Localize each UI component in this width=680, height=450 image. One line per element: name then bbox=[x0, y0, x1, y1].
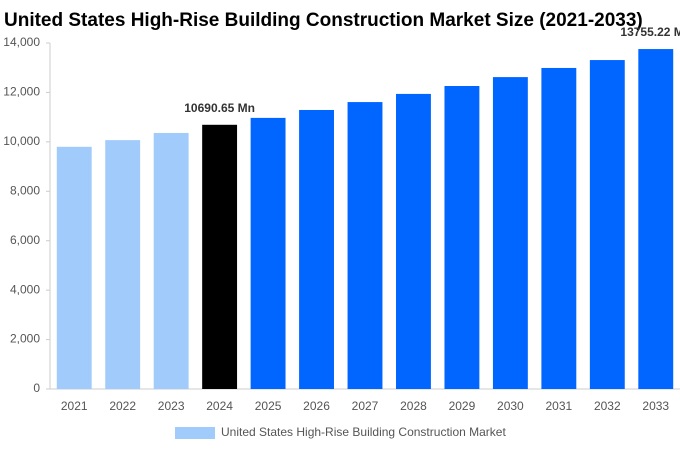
y-tick-label: 10,000 bbox=[3, 134, 40, 148]
bar bbox=[105, 140, 141, 389]
bar bbox=[396, 93, 431, 389]
data-label: 10690.65 Mn bbox=[184, 101, 255, 115]
bar bbox=[299, 109, 334, 390]
bar bbox=[638, 49, 674, 390]
bar bbox=[589, 60, 625, 389]
legend-swatch bbox=[175, 427, 215, 439]
x-tick-label: 2023 bbox=[158, 399, 185, 413]
bar bbox=[347, 102, 383, 390]
y-tick-label: 4,000 bbox=[10, 282, 40, 296]
x-tick-label: 2032 bbox=[594, 399, 621, 413]
bar bbox=[153, 132, 189, 389]
bar bbox=[444, 86, 480, 389]
bar bbox=[250, 117, 286, 390]
x-tick-label: 2021 bbox=[61, 399, 88, 413]
x-tick-label: 2027 bbox=[352, 399, 379, 413]
y-tick-label: 14,000 bbox=[3, 35, 40, 49]
chart-title: United States High-Rise Building Constru… bbox=[4, 10, 643, 31]
x-tick-label: 2028 bbox=[400, 399, 427, 413]
bar bbox=[56, 146, 92, 389]
bar bbox=[202, 124, 238, 390]
bar bbox=[541, 67, 577, 389]
x-tick-label: 2026 bbox=[303, 399, 330, 413]
x-tick-label: 2025 bbox=[255, 399, 282, 413]
y-tick-label: 8,000 bbox=[10, 183, 40, 197]
data-label: 13755.22 Mn bbox=[620, 25, 680, 39]
x-tick-label: 2024 bbox=[206, 399, 233, 413]
legend-label: United States High-Rise Building Constru… bbox=[221, 425, 506, 439]
x-tick-label: 2029 bbox=[449, 399, 476, 413]
x-tick-label: 2022 bbox=[109, 399, 136, 413]
x-tick-label: 2033 bbox=[642, 399, 669, 413]
bar bbox=[492, 77, 528, 389]
x-tick-label: 2030 bbox=[497, 399, 524, 413]
y-tick-label: 0 bbox=[33, 381, 40, 395]
y-tick-label: 6,000 bbox=[10, 233, 40, 247]
x-tick-label: 2031 bbox=[545, 399, 572, 413]
y-tick-label: 12,000 bbox=[3, 85, 40, 99]
y-tick-label: 2,000 bbox=[10, 332, 40, 346]
